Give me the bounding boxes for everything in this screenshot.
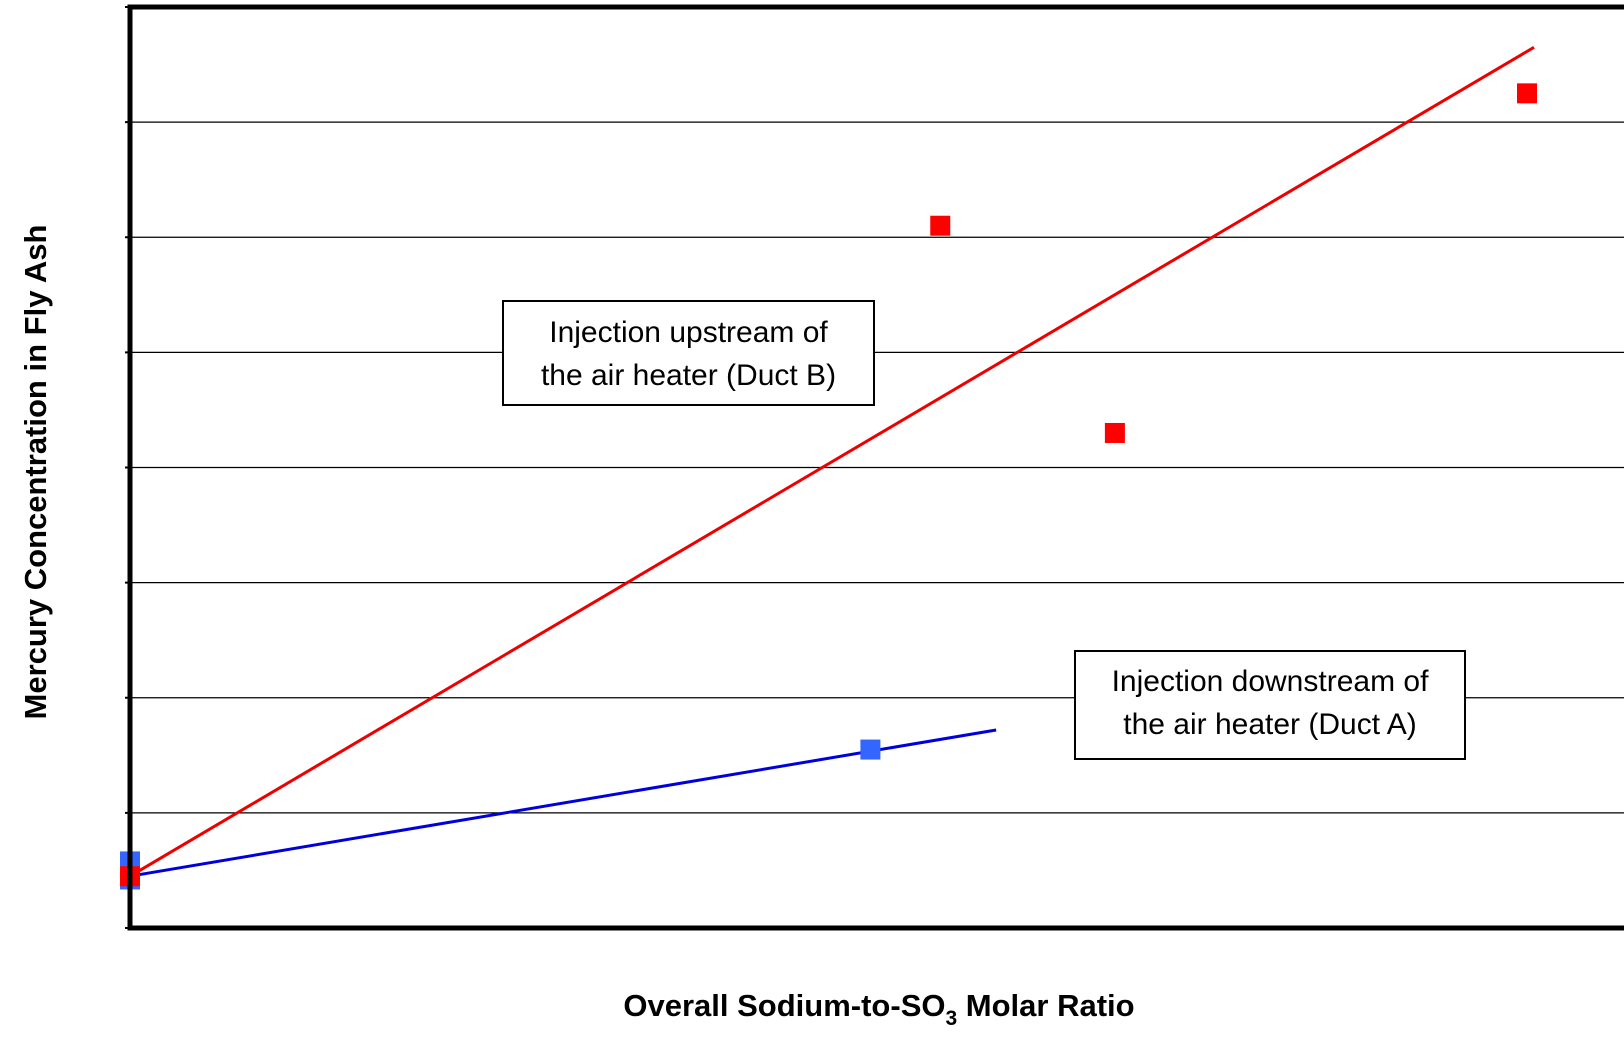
annotation-duct-b: Injection upstream of the air heater (Du…	[502, 300, 875, 406]
annotation-duct-b-box	[502, 300, 875, 406]
x-axis-title: Overall Sodium-to-SO3 Molar Ratio	[623, 988, 1134, 1030]
data-points	[120, 83, 1537, 890]
annotation-duct-a: Injection downstream of the air heater (…	[1074, 650, 1466, 760]
data-point-series-2-4	[1517, 83, 1537, 104]
gridlines	[130, 121, 1624, 814]
y-axis-title: Mercury Concentration in Fly Ash	[18, 225, 53, 720]
x-axis-title-subscript: 3	[946, 1007, 958, 1030]
x-axis-title-suffix: Molar Ratio	[957, 988, 1134, 1023]
annotation-duct-b-line-2: the air heater (Duct B)	[541, 359, 836, 392]
trendline-series-2	[129, 46, 1535, 878]
annotation-duct-a-box	[1074, 650, 1466, 760]
plot-area-frame	[127, 4, 1624, 931]
annotation-duct-a-line-1: Injection downstream of	[1112, 665, 1429, 698]
data-point-series-1-2	[860, 739, 881, 760]
annotation-duct-b-line-1: Injection upstream of	[549, 316, 828, 349]
annotation-duct-a-line-2: the air heater (Duct A)	[1123, 708, 1416, 741]
x-axis-title-main: Overall Sodium-to-SO	[623, 988, 945, 1023]
trendline-series-1	[129, 728, 997, 878]
trendlines	[129, 46, 1535, 878]
data-point-series-2-2	[930, 215, 951, 236]
data-point-series-2-3	[1104, 422, 1125, 443]
